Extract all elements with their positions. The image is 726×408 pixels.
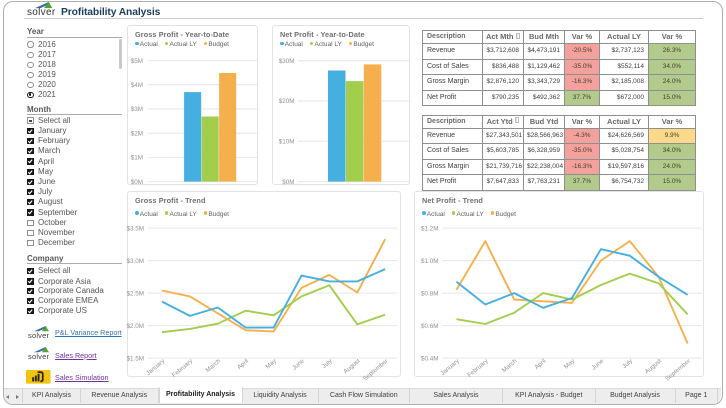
svg-text:$20M: $20M [279, 98, 295, 105]
svg-text:$1.5M: $1.5M [126, 355, 144, 362]
svg-text:$30M: $30M [279, 58, 295, 65]
svg-text:August: August [342, 357, 361, 375]
svg-text:$3.0M: $3.0M [126, 258, 144, 265]
svg-text:April: April [236, 358, 250, 371]
svg-text:January: January [439, 357, 461, 377]
svg-text:$4M: $4M [131, 82, 143, 89]
svg-text:March: March [501, 357, 519, 374]
svg-text:$3.5M: $3.5M [126, 225, 144, 232]
svg-text:May: May [563, 357, 577, 370]
svg-text:$1.2M: $1.2M [421, 225, 439, 232]
svg-text:$0.4M: $0.4M [421, 355, 439, 362]
svg-text:April: April [533, 358, 547, 371]
svg-text:$2.0M: $2.0M [126, 323, 144, 330]
svg-text:February: February [466, 357, 490, 379]
svg-text:July: July [621, 357, 635, 370]
svg-text:$2M: $2M [131, 130, 143, 137]
svg-text:$5M: $5M [131, 58, 143, 65]
svg-text:$1M: $1M [131, 155, 143, 162]
svg-text:June: June [590, 357, 605, 371]
svg-text:July: July [321, 357, 335, 370]
svg-text:$0M: $0M [282, 179, 294, 186]
svg-text:February: February [171, 357, 195, 379]
svg-text:$0.8M: $0.8M [421, 290, 439, 297]
svg-text:March: March [204, 357, 222, 374]
svg-text:$10M: $10M [279, 139, 295, 146]
svg-text:May: May [264, 357, 278, 370]
svg-text:$0.6M: $0.6M [421, 323, 439, 330]
svg-text:August: August [644, 357, 663, 375]
svg-text:June: June [291, 357, 306, 371]
svg-text:January: January [145, 357, 167, 377]
svg-text:$1.0M: $1.0M [421, 258, 439, 265]
svg-text:$0M: $0M [131, 179, 143, 186]
svg-text:$3M: $3M [131, 106, 143, 113]
svg-text:$2.5M: $2.5M [126, 290, 144, 297]
